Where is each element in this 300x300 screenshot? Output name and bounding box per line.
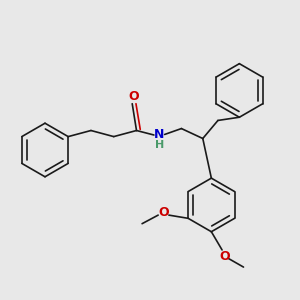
Text: N: N (154, 128, 164, 141)
Text: H: H (154, 140, 164, 150)
Text: O: O (219, 250, 230, 263)
Text: O: O (128, 90, 139, 103)
Text: O: O (158, 206, 169, 220)
